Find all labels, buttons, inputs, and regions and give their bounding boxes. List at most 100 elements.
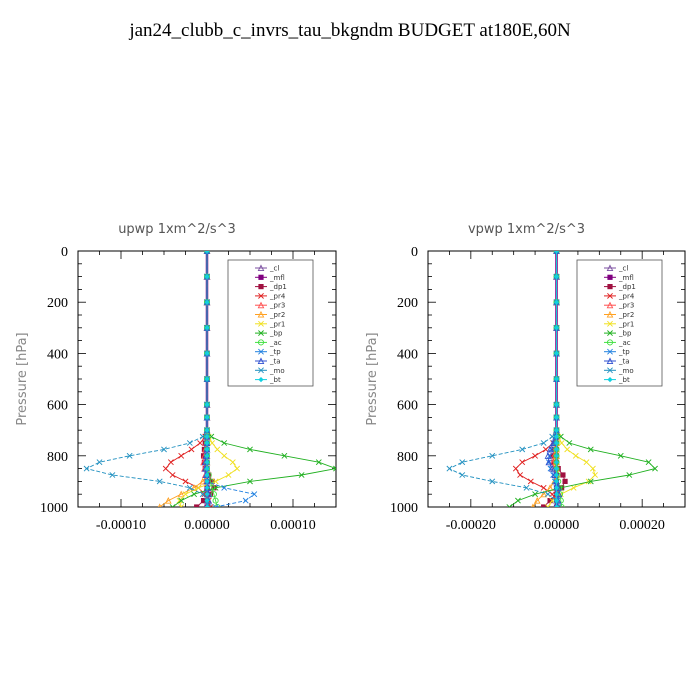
data-point_bp [221, 440, 228, 446]
data-point_dp1 [562, 478, 568, 484]
data-point_tp [554, 504, 560, 507]
series-line_mo [448, 251, 560, 507]
data-point_dp1 [200, 498, 207, 504]
legend-marker [257, 339, 265, 346]
data-point_bp [247, 446, 253, 453]
data-point_mo [459, 459, 466, 466]
data-point_pr1 [229, 459, 236, 466]
legend-marker [258, 348, 264, 355]
legend-box [576, 259, 663, 387]
data-point_mo [446, 465, 453, 472]
y-tick-label: 0 [61, 245, 68, 260]
data-point_pr1 [176, 497, 183, 504]
data-point_mo [126, 452, 133, 459]
data-point_pr2 [164, 496, 172, 504]
data-point_bp [169, 504, 176, 507]
data-point_bt [553, 427, 560, 433]
data-point_bt [553, 498, 560, 504]
y-tick-label: 800 [397, 450, 418, 465]
data-point_bp [515, 497, 521, 504]
legend-entry: _ta [269, 358, 281, 366]
data-point_bt [204, 485, 210, 491]
data-point_mo [523, 484, 530, 491]
y-tick-label: 800 [47, 450, 68, 465]
data-point_bt [553, 466, 560, 472]
data-point_pr1 [545, 504, 551, 507]
data-point_bt [204, 459, 210, 465]
y-tick-label: 200 [397, 296, 418, 311]
legend-marker [607, 284, 613, 290]
data-point_bt [553, 350, 560, 356]
data-point_pr1 [209, 440, 216, 446]
data-point_bt [553, 472, 560, 478]
x-tick-label: -0.00020 [446, 518, 496, 533]
legend-box [227, 259, 314, 387]
data-point_pr4 [549, 491, 556, 498]
data-point_pr2 [540, 490, 547, 498]
data-point_bp [645, 459, 652, 466]
legend-entry: _dp1 [269, 283, 287, 291]
data-point_dp1 [211, 485, 217, 491]
data-point_bt [204, 427, 210, 433]
data-point_bp [626, 472, 633, 478]
data-point_ta [545, 458, 553, 466]
data-point_bp [506, 504, 513, 507]
data-point_dp1 [209, 478, 215, 484]
series-line_pr2 [159, 251, 208, 507]
data-point_pr1 [572, 452, 579, 459]
data-point_bt [553, 453, 560, 459]
data-point_mo [553, 251, 560, 254]
legend-entry: _mo [618, 367, 634, 375]
legend-entry: _pr3 [269, 302, 285, 310]
data-point_pr1 [214, 446, 221, 453]
page-title: jan24_clubb_c_invrs_tau_bkgndm BUDGET at… [129, 20, 571, 41]
data-point_bp [247, 478, 253, 485]
data-point_ta [544, 452, 552, 459]
legend-entry: _pr4 [269, 292, 286, 300]
data-point_dp1 [541, 504, 547, 507]
data-point_mo [199, 433, 206, 440]
data-point_bt [553, 274, 560, 280]
legend-entry: _ta [618, 358, 630, 366]
data-point_tp [212, 504, 219, 507]
legend-entry: _mo [269, 367, 285, 375]
legend-entry: _cl [269, 265, 279, 273]
data-point_bt [204, 251, 210, 254]
data-point_pr1 [585, 478, 592, 485]
legend-entry: _tp [618, 348, 630, 356]
data-point_mo [489, 478, 496, 485]
legend-marker [607, 292, 613, 299]
legend-entry: _pr3 [618, 302, 634, 310]
data-point_bp [178, 497, 185, 504]
data-point_bt [553, 504, 560, 507]
data-point_bp [617, 452, 624, 459]
data-point_pr1 [570, 484, 577, 491]
legend-marker [257, 301, 265, 309]
legend-entry: _ac [269, 339, 282, 347]
data-point_bt [553, 446, 560, 452]
data-point_bt [204, 504, 210, 507]
data-point_bt [204, 376, 210, 382]
legend-marker [607, 367, 613, 374]
data-point_bt [553, 325, 560, 331]
y-tick-label: 1000 [40, 501, 68, 516]
data-point_dp1 [560, 472, 566, 478]
legend-marker [606, 264, 614, 272]
legend-marker [257, 264, 265, 272]
data-point_bt [204, 466, 210, 472]
legend-entry: _bt [269, 376, 281, 384]
data-point_pr1 [558, 440, 565, 446]
data-point_mo [199, 491, 206, 498]
data-point_bp [587, 478, 594, 485]
legend-marker [257, 357, 265, 365]
data-point_tp [251, 491, 258, 498]
data-point_mo [540, 440, 547, 446]
y-tick-label: 1000 [390, 501, 418, 516]
legend-entry: _mfl [269, 274, 285, 282]
legend-entry: _pr4 [618, 292, 635, 300]
data-point_bt [553, 414, 560, 420]
y-axis-title: Pressure [hPa] [15, 332, 30, 425]
x-tick-label: 0.00010 [270, 518, 316, 533]
data-point_pr4 [188, 446, 195, 453]
data-point_bp [566, 440, 573, 446]
